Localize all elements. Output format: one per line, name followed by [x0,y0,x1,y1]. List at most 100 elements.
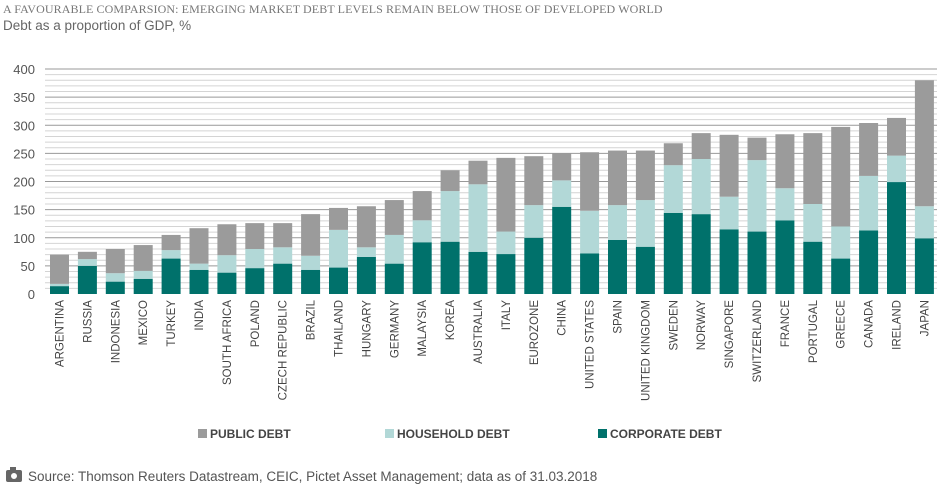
bar-corporate-debt [133,278,153,294]
bar-public-debt [914,80,934,207]
y-tick-label: 200 [13,175,35,190]
bar-public-debt [663,143,683,166]
x-tick-label: SWEDEN [668,300,680,350]
x-tick-label: IRELAND [892,300,904,350]
bar-corporate-debt [384,263,404,294]
bar-household-debt [552,180,572,207]
x-tick-label: PORTUGAL [808,299,820,363]
x-tick-label: POLAND [250,300,262,347]
bar-corporate-debt [803,241,823,294]
bar-corporate-debt [552,206,572,294]
bar-household-debt [189,263,209,270]
bar-household-debt [580,210,600,254]
x-tick-label: AUSTRALIA [473,300,485,364]
x-tick-label: JAPAN [919,300,931,336]
legend-label: CORPORATE DEBT [610,427,722,441]
y-tick-label: 0 [28,287,35,302]
bar-household-debt [887,155,906,183]
x-tick-label: CZECH REPUBLIC [278,300,290,400]
x-tick-label: INDIA [194,300,206,331]
bar-household-debt [329,229,348,268]
debt-bar-chart: 0 50 100 150 200 250 300 350 400 ARGENTINA RUSSIA I… [13,62,937,441]
bar-corporate-debt [608,240,627,294]
bar-household-debt [468,184,488,252]
bar-household-debt [608,205,627,240]
bar-corporate-debt [301,269,321,294]
y-tick-label: 350 [13,90,35,105]
bar-public-debt [189,228,209,264]
y-tick-label: 100 [13,231,35,246]
bar-corporate-debt [635,246,655,294]
x-tick-label: ARGENTINA [55,300,67,367]
bar-household-debt [161,250,181,259]
bar-household-debt [245,249,265,269]
legend-item: CORPORATE DEBT [598,427,722,441]
bar-corporate-debt [580,253,600,294]
x-tick-label: CHINA [557,300,569,336]
bar-public-debt [301,214,321,256]
y-tick-label: 50 [21,259,35,274]
bar-corporate-debt [329,267,348,294]
x-tick-label: SINGAPORE [724,300,736,369]
bar-household-debt [747,160,767,232]
bar-public-debt [580,152,600,211]
bar-household-debt [384,234,404,264]
x-tick-label: INDONESIA [110,300,122,364]
bar-public-debt [161,234,181,251]
bar-public-debt [887,117,906,156]
x-tick-label: UNITED KINGDOM [640,300,652,401]
legend-item: PUBLIC DEBT [198,427,291,441]
bar-public-debt [77,251,97,260]
bar-household-debt [524,205,544,238]
bar-corporate-debt [412,242,432,294]
bar-household-debt [719,196,739,230]
bar-household-debt [496,231,516,255]
x-tick-label: SWITZERLAND [752,300,764,382]
bar-corporate-debt [691,214,711,294]
legend-item: HOUSEHOLD DEBT [385,427,510,441]
x-tick-label: BRAZIL [306,299,318,340]
bar-public-debt [608,150,627,206]
bar-public-debt [440,170,460,192]
bar-corporate-debt [217,272,237,294]
x-tick-label: NORWAY [696,300,708,351]
bar-household-debt [77,259,97,266]
bar-corporate-debt [468,251,488,294]
bar-public-debt [859,123,879,176]
bar-corporate-debt [245,268,265,294]
bar-public-debt [329,207,348,230]
bar-corporate-debt [747,231,767,294]
bar-public-debt [384,200,404,235]
bar-corporate-debt [719,229,739,294]
bar-household-debt [301,255,321,270]
x-tick-label: TURKEY [166,300,178,347]
x-tick-label: FRANCE [780,300,792,348]
legend-label: PUBLIC DEBT [210,427,291,441]
chart-subtitle: Debt as a proportion of GDP, % [3,18,192,33]
x-tick-label: THAILAND [334,300,346,357]
legend-swatch [598,429,607,438]
bar-household-debt [50,283,69,287]
bar-public-debt [803,133,823,204]
bar-household-debt [635,200,655,247]
x-tick-label: UNITED STATES [585,300,597,389]
bar-corporate-debt [356,256,376,294]
bar-public-debt [524,156,544,206]
bar-corporate-debt [496,254,516,294]
bar-public-debt [747,137,767,161]
bar-household-debt [273,247,293,264]
bar-public-debt [217,224,237,256]
bar-public-debt [50,254,69,284]
bar-corporate-debt [77,265,97,294]
x-tick-label: MALAYSIA [417,300,429,357]
bar-public-debt [691,133,711,159]
x-tick-label: ITALY [501,300,513,331]
x-tick-label: MEXICO [138,300,150,345]
bar-public-debt [356,206,376,248]
bar-corporate-debt [105,281,125,294]
x-tick-label: GREECE [836,300,848,349]
bar-household-debt [412,220,432,243]
x-tick-label: KOREA [445,300,457,341]
legend-label: HOUSEHOLD DEBT [397,427,510,441]
bar-corporate-debt [440,241,460,294]
